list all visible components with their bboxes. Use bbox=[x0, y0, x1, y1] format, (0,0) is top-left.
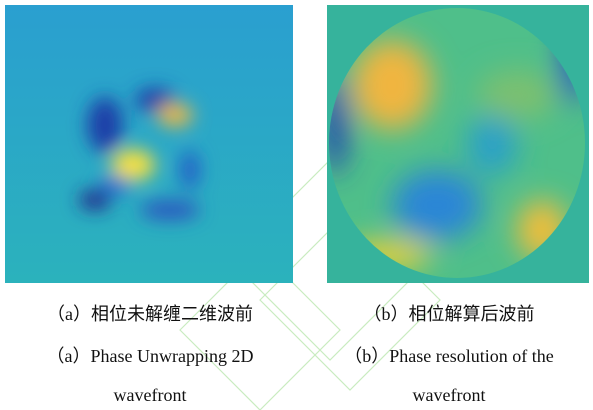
caption-text: Phase resolution of the bbox=[389, 346, 554, 366]
resolved-phase-image bbox=[327, 5, 589, 283]
caption-zh: （a）相位未解缠二维波前 bbox=[0, 300, 300, 326]
caption-en: （a）Phase Unwrapping 2D bbox=[0, 342, 300, 368]
caption-en-continued: wavefront bbox=[412, 385, 486, 405]
caption-text: 相位未解缠二维波前 bbox=[91, 304, 253, 324]
panel-label: （a） bbox=[47, 304, 91, 324]
caption-text: Phase Unwrapping 2D bbox=[90, 346, 254, 366]
panel-label: （b） bbox=[363, 304, 409, 324]
unwrapped-phase-image bbox=[5, 5, 293, 283]
caption-en-continued: wavefront bbox=[113, 385, 187, 405]
caption-zh: （b）相位解算后波前 bbox=[305, 300, 593, 326]
caption-text: 相位解算后波前 bbox=[408, 304, 535, 324]
panel-label: （a） bbox=[46, 346, 91, 366]
caption-en: （b）Phase resolution of the bbox=[305, 342, 593, 368]
panel-label: （b） bbox=[344, 346, 390, 366]
